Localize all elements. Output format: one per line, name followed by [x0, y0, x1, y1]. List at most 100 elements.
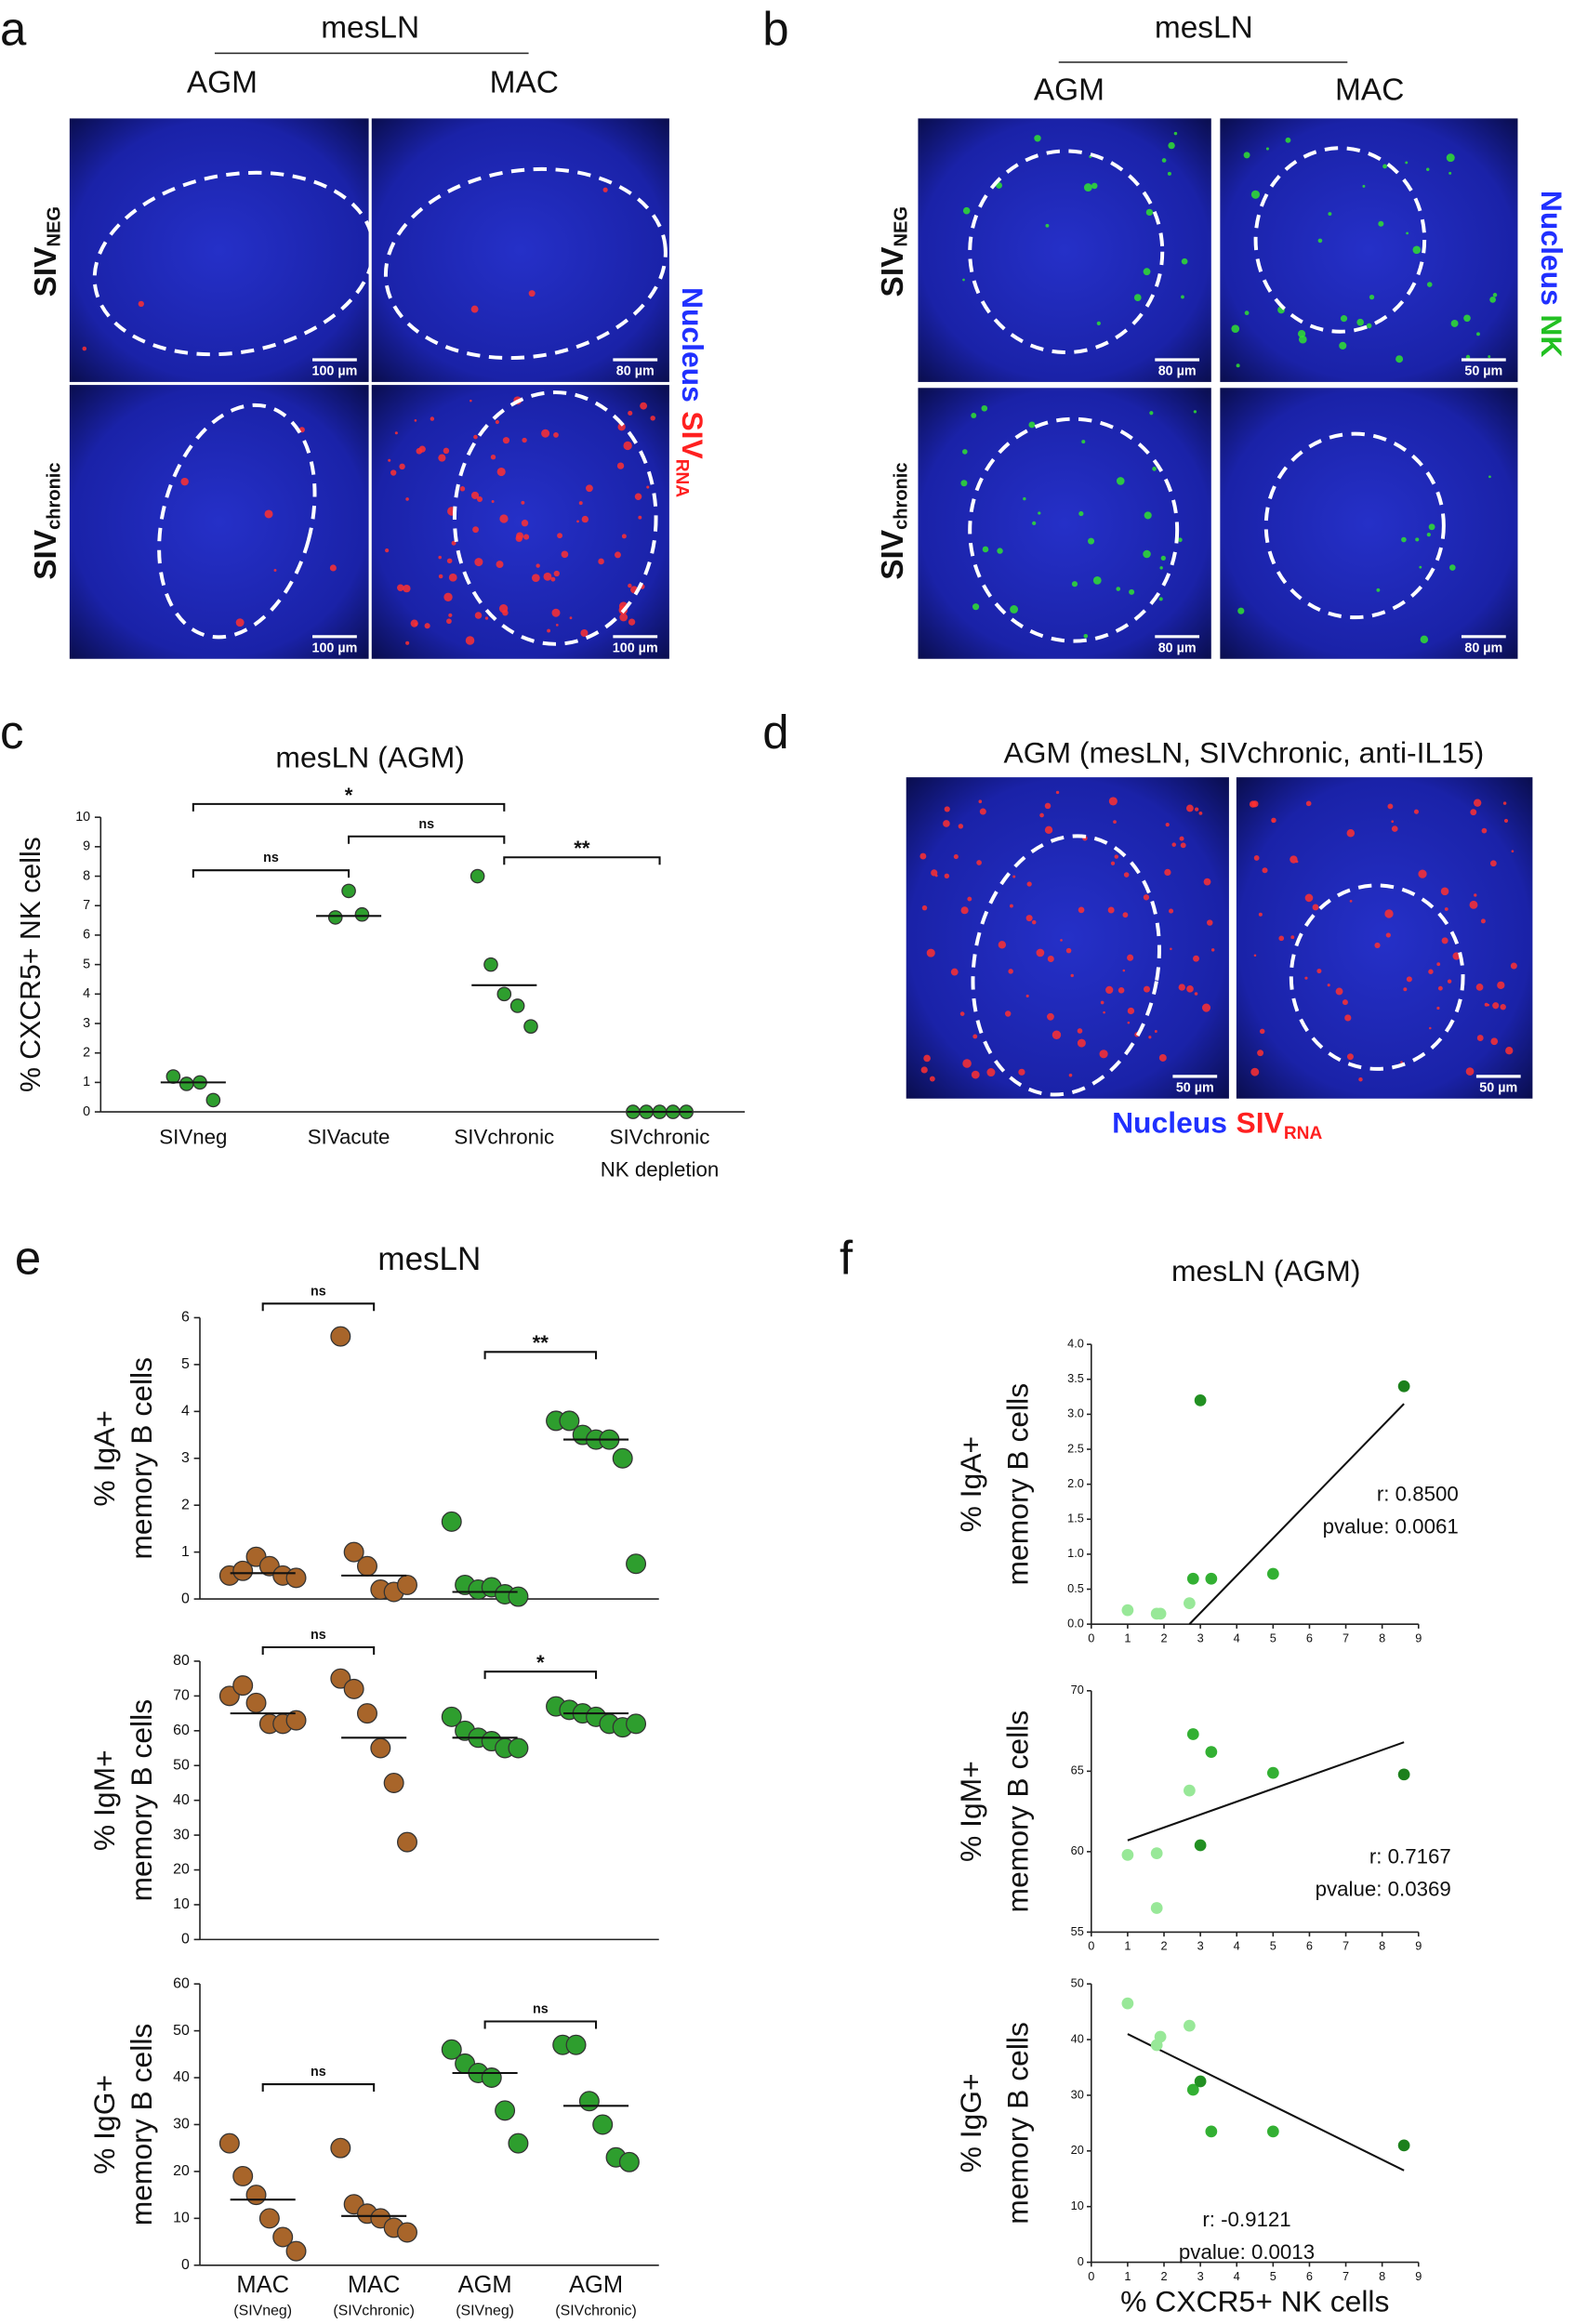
x-tick-label: 6 [1306, 1939, 1313, 1953]
signal-spot [1193, 955, 1199, 962]
x-tick-label: SIVacute [308, 1126, 390, 1149]
y-axis-label: memory B cells [125, 2024, 158, 2226]
signal-spot [929, 1076, 935, 1082]
point [1397, 1768, 1410, 1781]
signal-spot [1203, 878, 1211, 886]
x-tick-label: (SIVneg) [233, 2303, 292, 2318]
x-tick-label: 0 [1088, 2269, 1094, 2283]
label-sub: NEG [892, 206, 912, 246]
follicle-outline [968, 416, 1180, 643]
signal-spot [1159, 566, 1163, 570]
dot [618, 2151, 640, 2172]
signal-spot [522, 437, 527, 443]
signal-spot [472, 526, 479, 534]
point [1266, 1766, 1279, 1779]
dot [232, 1560, 254, 1581]
signal-spot [1171, 842, 1176, 847]
signal-spot [1429, 1026, 1432, 1030]
y-tick-label: 0 [181, 2257, 190, 2273]
y-tick-label: 30 [173, 1827, 190, 1842]
signal-spot [1405, 161, 1409, 165]
y-tick-label: 10 [75, 810, 90, 825]
signal-spot [521, 520, 529, 527]
signal-spot [502, 437, 510, 444]
signal-spot [1078, 510, 1084, 517]
signal-spot [1285, 137, 1291, 143]
signal-spot [1278, 935, 1285, 942]
point [1397, 2139, 1410, 2152]
signal-spot [521, 500, 525, 505]
point [1194, 1839, 1207, 1852]
signal-spot [1060, 939, 1063, 942]
y-axis-label: memory B cells [1001, 2022, 1035, 2225]
signal-spot [978, 799, 983, 804]
y-axis-label: memory B cells [1001, 1383, 1035, 1586]
x-tick-label: 1 [1124, 1939, 1131, 1953]
signal-spot [476, 495, 483, 502]
signal-spot [962, 1059, 972, 1068]
x-tick-label: 9 [1415, 2269, 1422, 2283]
signal-spot [273, 568, 277, 572]
x-tick-label: 9 [1415, 1631, 1422, 1644]
significance-bracket [483, 2020, 598, 2029]
dot [370, 1737, 391, 1759]
point [1184, 1784, 1196, 1797]
signal-spot [1253, 954, 1257, 957]
signal-spot [491, 499, 495, 503]
stat-annotation: pvalue: 0.0369 [1316, 1878, 1451, 1901]
dot [508, 1737, 529, 1759]
dot [441, 2039, 462, 2060]
signal-spot [1081, 440, 1086, 444]
stain-legend: Nucleus SIVRNA [1112, 1106, 1322, 1143]
x-tick-label: 3 [1197, 1939, 1204, 1953]
signal-spot [1463, 314, 1471, 323]
signal-spot [473, 434, 478, 440]
signal-spot [1194, 992, 1198, 996]
signal-spot [1316, 969, 1322, 974]
micrograph [1220, 118, 1518, 382]
signal-spot [960, 906, 969, 915]
signal-spot [1018, 1068, 1025, 1076]
y-tick-label: 0 [181, 1591, 190, 1606]
x-tick-label: 9 [1415, 1939, 1422, 1953]
signal-spot [1440, 887, 1449, 896]
signal-spot [1083, 634, 1089, 639]
signal-spot [555, 623, 559, 627]
y-tick-label: 0 [181, 1932, 190, 1948]
dot [470, 868, 485, 884]
signal-spot [424, 623, 430, 629]
signal-spot [1181, 257, 1188, 265]
signal-spot [536, 563, 540, 568]
y-tick-label: 7 [83, 898, 90, 913]
dot [272, 2226, 294, 2248]
panel-title: AGM (mesLN, SIVchronic, anti-IL15) [1003, 736, 1484, 770]
x-tick-label: 3 [1197, 1631, 1204, 1644]
signal-spot [1127, 1007, 1135, 1015]
signal-spot [1154, 1030, 1157, 1033]
x-axis-label: % CXCR5+ NK cells [1120, 2285, 1389, 2318]
point [1205, 2125, 1218, 2138]
stain-sub: RNA [1284, 1124, 1323, 1143]
label-sub: NEG [45, 206, 65, 246]
significance-label: ns [533, 2002, 549, 2017]
significance-bracket [192, 869, 351, 878]
y-axis-label: % IgA+ [87, 1410, 121, 1507]
signal-spot [981, 404, 988, 412]
scale-bar-label: 80 µm [1158, 640, 1197, 655]
stain-legend: Nucleus SIVRNA [672, 287, 709, 497]
signal-spot [1164, 868, 1171, 877]
point [1184, 2019, 1196, 2032]
signal-spot [180, 477, 189, 486]
panel-letter: d [762, 706, 788, 759]
stain-name: SIV [676, 411, 709, 459]
signal-spot [496, 561, 504, 569]
signal-spot [1180, 842, 1186, 849]
stain-name: SIV [1237, 1106, 1285, 1140]
stat-annotation: r: -0.9121 [1202, 2208, 1290, 2231]
dot [232, 2165, 254, 2186]
follicle-outline [968, 149, 1165, 355]
signal-spot [1406, 976, 1412, 983]
signal-spot [1401, 536, 1407, 543]
follicle-outline [383, 166, 668, 361]
follicle-outline [157, 403, 317, 640]
